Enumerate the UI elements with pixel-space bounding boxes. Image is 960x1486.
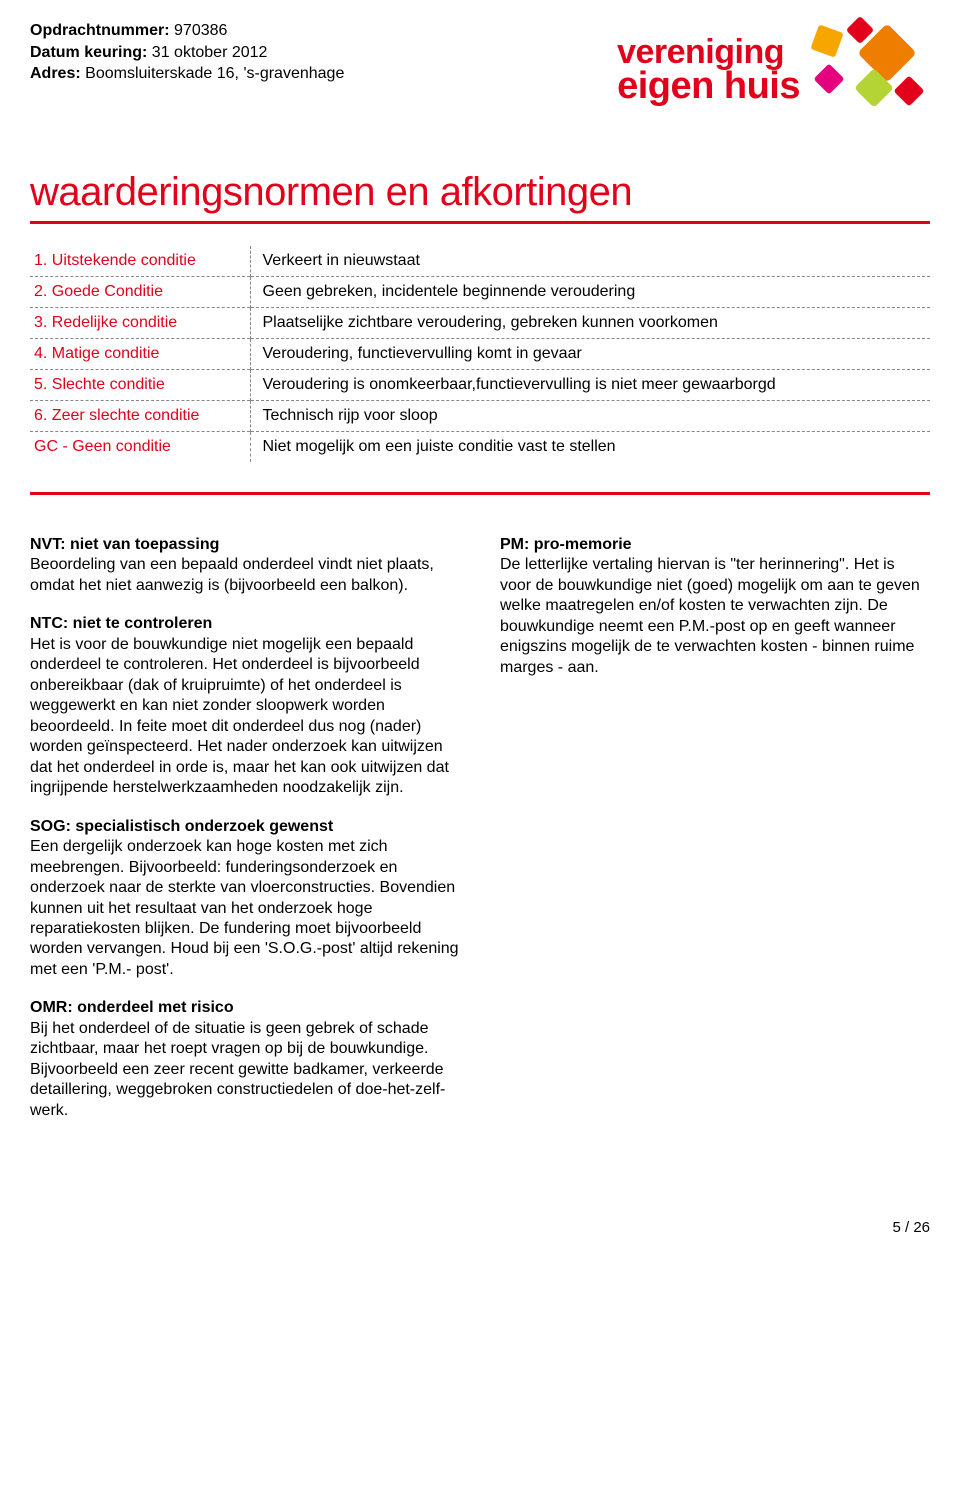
brand-logo: vereniging eigen huis [617,20,930,120]
table-row: 2. Goede Conditie Geen gebreken, inciden… [30,277,930,308]
definition-term: NTC: niet te controleren [30,615,212,632]
right-column: PM: pro-memorie De letterlijke vertaling… [500,535,930,1139]
table-row: 5. Slechte conditie Veroudering is onomk… [30,370,930,401]
opdrachtnummer-label: Opdrachtnummer: [30,22,170,39]
condition-label: 6. Zeer slechte conditie [30,401,250,432]
definition-body: De letterlijke vertaling hiervan is "ter… [500,556,920,675]
logo-line-1: vereniging [617,36,800,68]
section-rule [30,492,930,495]
condition-desc: Veroudering, functievervulling komt in g… [250,339,930,370]
definition-term: PM: pro-memorie [500,536,632,553]
document-meta: Opdrachtnummer: 970386 Datum keuring: 31… [30,20,344,85]
definition-term: SOG: specialistisch onderzoek gewenst [30,818,333,835]
logo-line-2: eigen huis [617,68,800,104]
definition-body: Bij het onderdeel of de situatie is geen… [30,1020,445,1119]
definition-block: SOG: specialistisch onderzoek gewenst Ee… [30,817,460,981]
adres-value: Boomsluiterskade 16, 's-gravenhage [85,65,344,82]
condition-desc: Verkeert in nieuwstaat [250,246,930,277]
definition-block: OMR: onderdeel met risico Bij het onderd… [30,998,460,1121]
opdrachtnummer-value: 970386 [174,22,227,39]
page-title: waarderingsnormen en afkortingen [30,170,930,215]
table-row: 6. Zeer slechte conditie Technisch rijp … [30,401,930,432]
condition-desc: Veroudering is onomkeerbaar,functievervu… [250,370,930,401]
condition-desc: Geen gebreken, incidentele beginnende ve… [250,277,930,308]
page-header: Opdrachtnummer: 970386 Datum keuring: 31… [30,20,930,120]
datum-label: Datum keuring: [30,44,147,61]
logo-shapes-icon [810,20,930,120]
condition-label: 2. Goede Conditie [30,277,250,308]
condition-desc: Technisch rijp voor sloop [250,401,930,432]
table-row: 1. Uitstekende conditie Verkeert in nieu… [30,246,930,277]
definition-term: OMR: onderdeel met risico [30,999,234,1016]
table-row: 4. Matige conditie Veroudering, functiev… [30,339,930,370]
definition-block: NTC: niet te controleren Het is voor de … [30,614,460,798]
condition-label: 5. Slechte conditie [30,370,250,401]
definition-block: NVT: niet van toepassing Beoordeling van… [30,535,460,596]
left-column: NVT: niet van toepassing Beoordeling van… [30,535,460,1139]
logo-text: vereniging eigen huis [617,36,800,104]
definition-block: PM: pro-memorie De letterlijke vertaling… [500,535,930,678]
condition-table: 1. Uitstekende conditie Verkeert in nieu… [30,246,930,462]
page-number: 5 / 26 [30,1219,930,1236]
datum-value: 31 oktober 2012 [152,44,268,61]
definition-body: Een dergelijk onderzoek kan hoge kosten … [30,838,459,978]
definitions-columns: NVT: niet van toepassing Beoordeling van… [30,535,930,1139]
condition-label: 1. Uitstekende conditie [30,246,250,277]
definition-body: Het is voor de bouwkundige niet mogelijk… [30,636,449,796]
condition-desc: Plaatselijke zichtbare veroudering, gebr… [250,308,930,339]
definition-term: NVT: niet van toepassing [30,536,219,553]
condition-label: 4. Matige conditie [30,339,250,370]
condition-label: GC - Geen conditie [30,432,250,463]
definition-body: Beoordeling van een bepaald onderdeel vi… [30,556,434,593]
title-rule [30,221,930,224]
adres-label: Adres: [30,65,81,82]
condition-desc: Niet mogelijk om een juiste conditie vas… [250,432,930,463]
condition-label: 3. Redelijke conditie [30,308,250,339]
table-row: 3. Redelijke conditie Plaatselijke zicht… [30,308,930,339]
table-row: GC - Geen conditie Niet mogelijk om een … [30,432,930,463]
